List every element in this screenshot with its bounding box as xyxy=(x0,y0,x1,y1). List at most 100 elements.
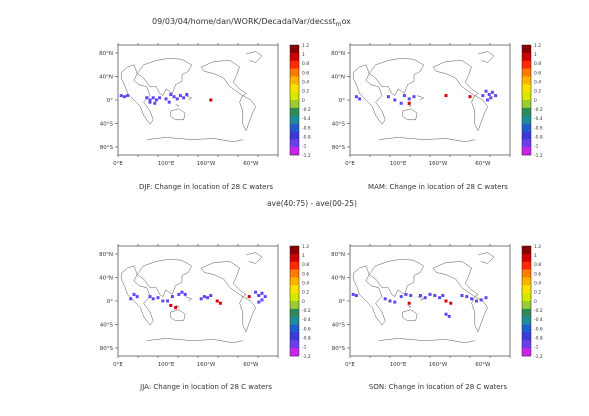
coastline-segment xyxy=(146,338,243,344)
colorbar-swatch xyxy=(290,301,299,310)
lon-label: 100°E xyxy=(158,362,175,368)
colorbar-label: 0.6 xyxy=(302,70,309,76)
change-cell-negative xyxy=(393,300,397,304)
colorbar-frame xyxy=(289,245,300,357)
colorbar-label: 1.2 xyxy=(534,244,541,250)
change-cell-negative xyxy=(393,98,397,102)
colorbar-swatch xyxy=(522,269,531,278)
change-cell-negative xyxy=(433,294,437,297)
change-cell-negative xyxy=(209,294,213,297)
lat-label: 80°S xyxy=(100,145,114,151)
lat-label: 80°N xyxy=(99,252,113,258)
change-cell-negative xyxy=(260,298,264,302)
coastline xyxy=(352,51,495,143)
lon-label: 160°W xyxy=(197,161,216,167)
colorbar-label: -1 xyxy=(302,345,307,351)
change-cell-positive xyxy=(444,299,448,303)
colorbar-swatch xyxy=(522,68,531,77)
change-cell-negative xyxy=(399,101,403,105)
change-cell-negative xyxy=(358,97,362,101)
change-cell-negative xyxy=(145,96,149,100)
lon-label: 0°E xyxy=(345,362,355,368)
colorbar-swatch xyxy=(290,68,299,77)
lon-label: 60°W xyxy=(243,362,259,368)
change-cell-negative xyxy=(407,97,411,101)
change-cell-positive xyxy=(209,98,213,102)
colorbar-swatch xyxy=(290,147,299,156)
coastline-segment xyxy=(185,296,193,302)
lon-label: 160°W xyxy=(429,161,448,167)
colorbar-swatch xyxy=(522,107,531,117)
coastline-segment xyxy=(245,252,263,264)
change-cell-negative xyxy=(447,314,451,318)
negative-change-cells xyxy=(351,292,488,318)
map-panels: 80°N40°N0°40°S80°S0°E 100°E 160°W 60°W1.210… xyxy=(99,43,543,391)
colorbar: 1.2 1 0.8 0.6 0.4 0.2 0 -0.2 -0.4 -0.6 -0.8 -1 -1.2 xyxy=(521,43,543,159)
change-cell-negative xyxy=(180,290,184,294)
coastline-segment xyxy=(402,108,418,121)
colorbar-frame xyxy=(521,245,532,357)
change-cell-negative xyxy=(260,291,264,295)
map-area xyxy=(118,45,278,155)
change-cell-positive xyxy=(407,301,411,305)
change-cell-negative xyxy=(151,297,155,301)
lon-label: 160°W xyxy=(429,362,448,368)
lat-label: 0° xyxy=(339,299,345,305)
colorbar-label: 0.2 xyxy=(302,290,309,296)
change-cell-negative xyxy=(484,296,488,300)
colorbar-label: 0 xyxy=(302,299,305,305)
coastline-segment xyxy=(146,137,243,143)
colorbar-swatch xyxy=(522,285,531,294)
change-cell-negative xyxy=(460,294,464,297)
colorbar-swatch xyxy=(522,308,531,318)
colorbar: 1.2 1 0.8 0.6 0.4 0.2 0 -0.2 -0.4 -0.6 -0.8 -1 -1.2 xyxy=(289,244,311,360)
colorbar-label: -1.2 xyxy=(302,153,311,159)
positive-change-cells xyxy=(407,94,472,105)
colorbar-label: 0 xyxy=(534,299,537,305)
colorbar-label: 1.2 xyxy=(302,43,309,49)
coastline-segment xyxy=(378,137,475,143)
difference-title: ave(40:75) - ave(00-25) xyxy=(267,199,357,208)
colorbar-swatch xyxy=(290,348,299,357)
change-cell-negative xyxy=(263,295,267,299)
colorbar-label: 0.8 xyxy=(534,262,541,268)
lat-label: 40°S xyxy=(332,323,346,329)
colorbar-swatch xyxy=(290,131,299,140)
coastline-segment xyxy=(170,309,186,322)
change-cell-negative xyxy=(484,89,488,93)
colorbar-swatch xyxy=(522,60,531,69)
change-cell-negative xyxy=(206,296,210,300)
colorbar-swatch xyxy=(522,131,531,140)
colorbar-swatch xyxy=(290,100,299,109)
coastline xyxy=(120,51,263,143)
change-cell-negative xyxy=(402,94,406,98)
lon-label: 160°W xyxy=(197,362,216,368)
colorbar-swatch xyxy=(290,253,299,263)
colorbar-frame xyxy=(289,44,300,156)
panel-title: DJF: Change in location of 28 C waters xyxy=(139,183,273,191)
lon-label: 0°E xyxy=(345,161,355,167)
change-cell-negative xyxy=(386,95,390,99)
colorbar-label: 1.2 xyxy=(302,244,309,250)
colorbar-swatch xyxy=(522,293,531,302)
colorbar-swatch xyxy=(522,100,531,109)
change-cell-positive xyxy=(407,101,411,105)
coastline-segment xyxy=(477,51,495,63)
lon-label: 0°E xyxy=(113,161,123,167)
coastline-segment xyxy=(368,258,424,297)
colorbar-label: -1 xyxy=(534,144,539,150)
change-cell-negative xyxy=(183,292,187,296)
lat-label: 0° xyxy=(339,98,345,104)
colorbar-swatch xyxy=(290,261,299,270)
colorbar-label: -0.4 xyxy=(534,317,543,323)
coastline-segment xyxy=(471,296,488,333)
change-cell-negative xyxy=(470,297,474,301)
change-cell-negative xyxy=(399,295,403,299)
colorbar-swatch xyxy=(522,316,531,325)
coastline-segment xyxy=(378,338,475,344)
lat-label: 80°N xyxy=(331,51,345,57)
colorbar-swatch xyxy=(290,60,299,69)
lon-label: 60°W xyxy=(475,362,491,368)
colorbar-label: -1.2 xyxy=(534,354,543,360)
change-cell-negative xyxy=(185,93,189,96)
